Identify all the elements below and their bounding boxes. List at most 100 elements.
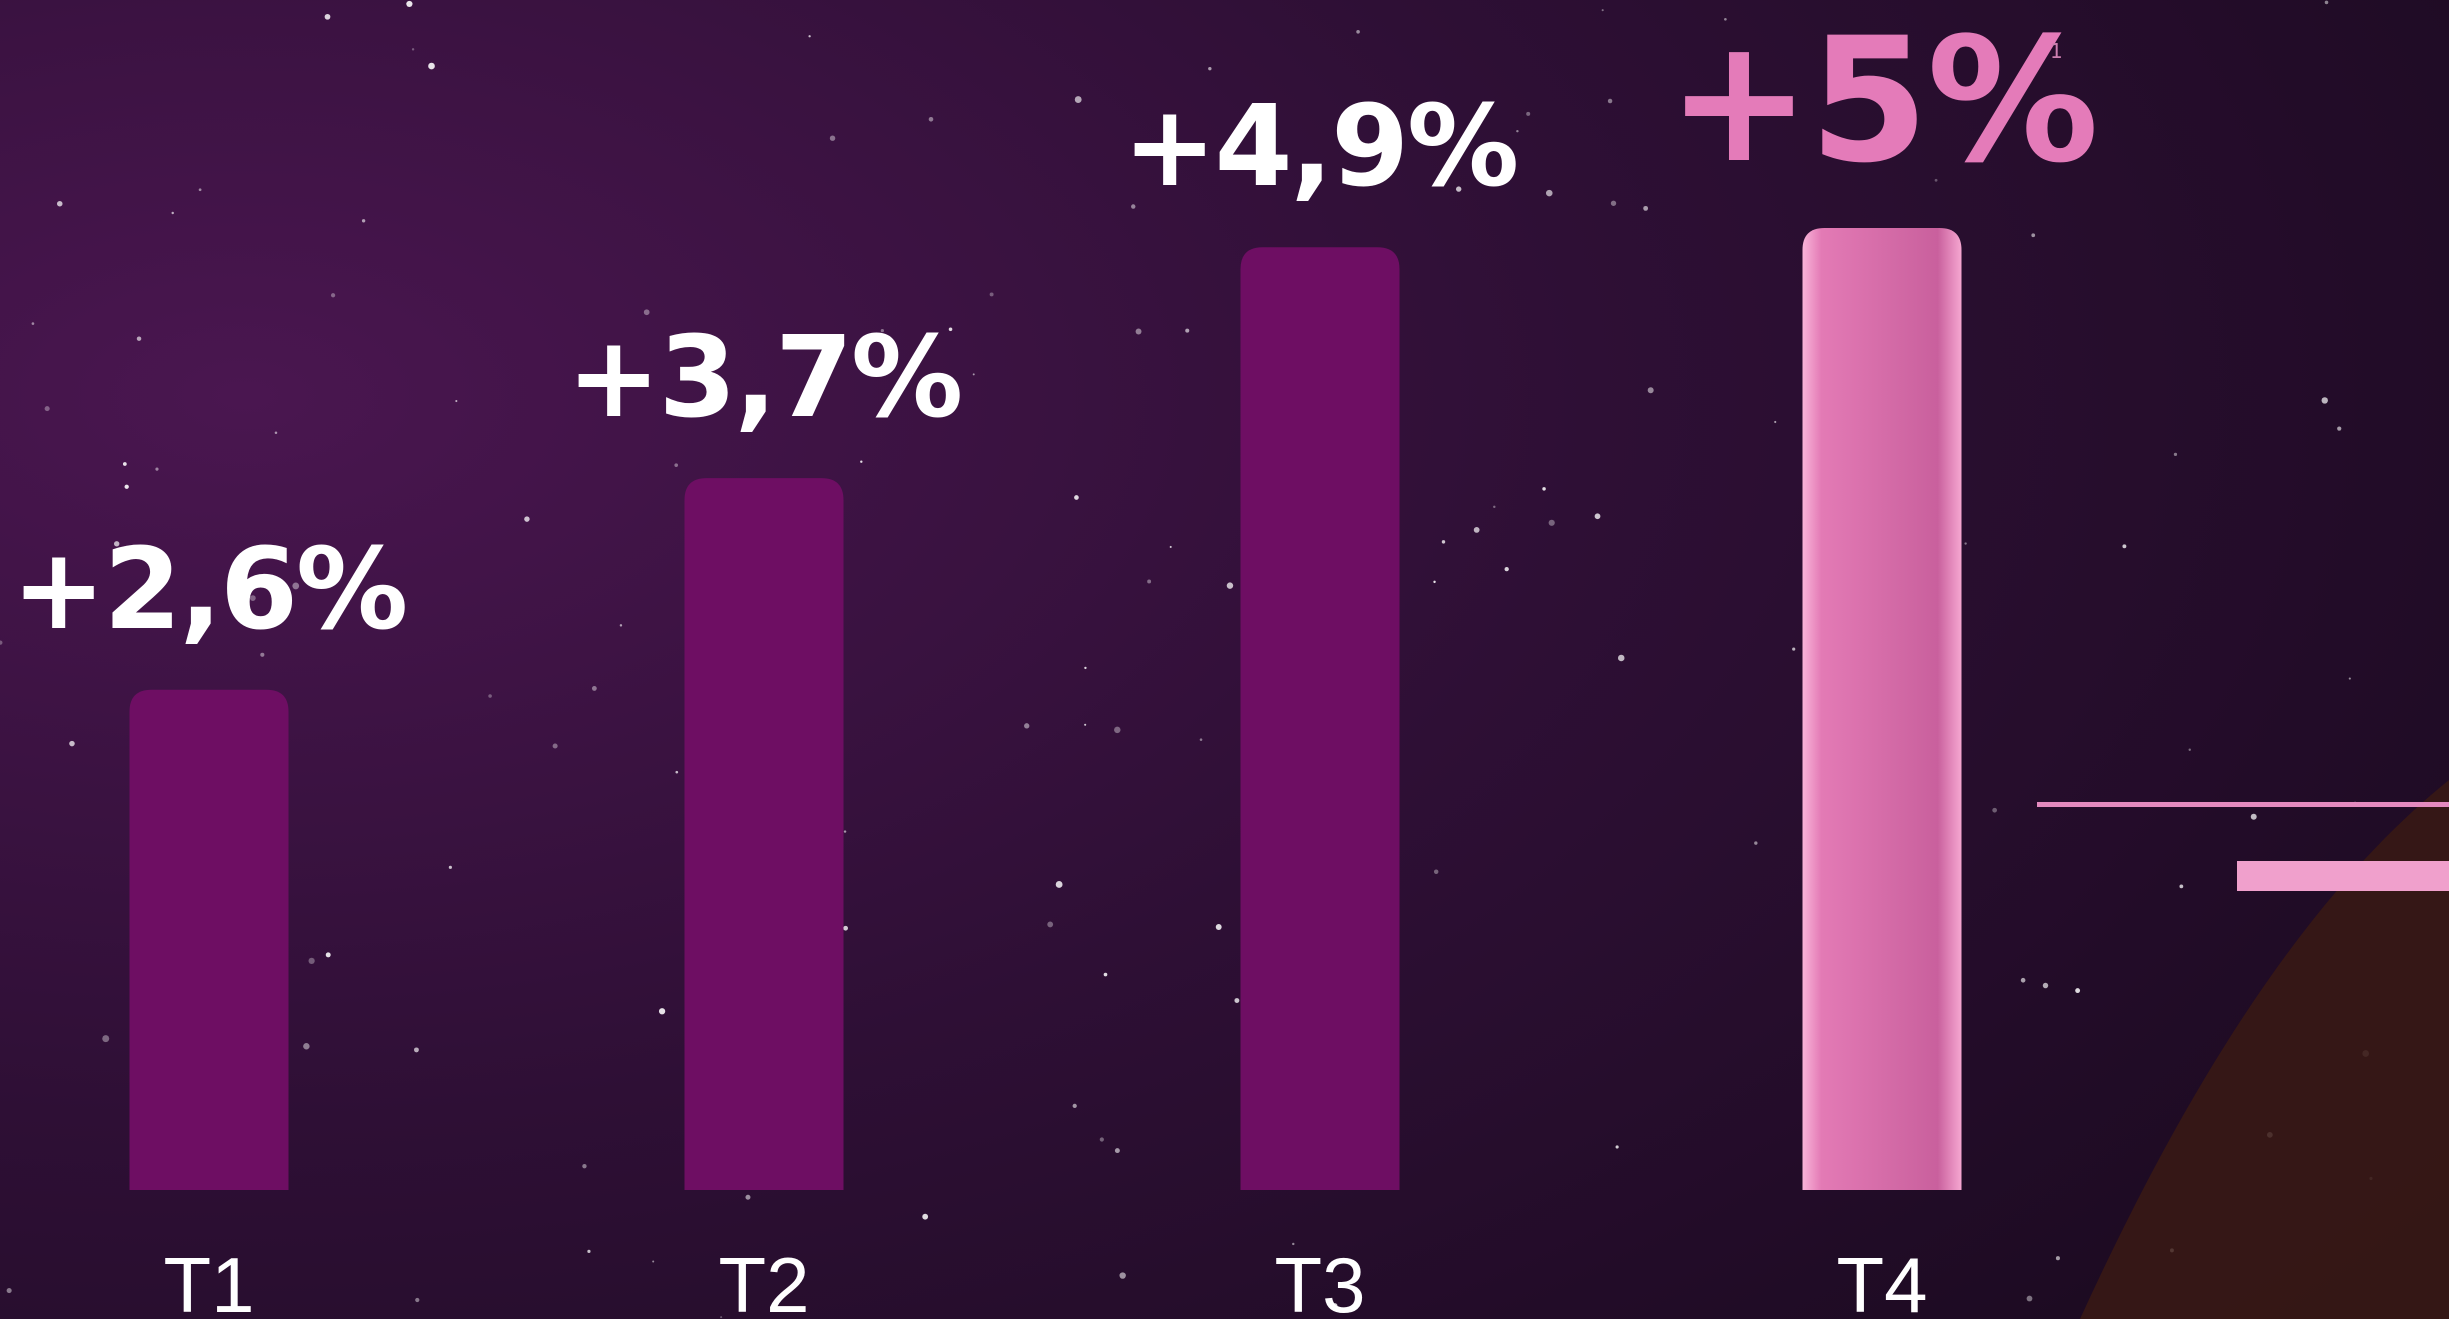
star: [675, 771, 678, 774]
star: [2021, 978, 2026, 983]
value-label: +5%: [1667, 0, 2097, 201]
star: [428, 63, 435, 70]
star: [587, 1250, 590, 1253]
star: [1075, 96, 1082, 103]
star: [843, 926, 848, 931]
star: [990, 292, 994, 296]
star: [745, 1195, 750, 1200]
star: [1136, 329, 1142, 335]
star: [1754, 841, 1757, 844]
x-tick-label: T3: [1274, 1241, 1365, 1319]
star: [1505, 567, 1509, 571]
value-label: +3,7%: [567, 313, 961, 443]
x-tick-label: T4: [1836, 1241, 1927, 1319]
star: [455, 400, 457, 402]
star: [2337, 426, 2341, 430]
star: [1434, 870, 1438, 874]
star: [1115, 1148, 1120, 1153]
star: [582, 1164, 586, 1168]
star: [7, 1288, 12, 1293]
star: [45, 406, 50, 411]
star: [1074, 495, 1079, 500]
star: [1208, 67, 1211, 70]
star: [362, 219, 365, 222]
bar: [685, 478, 844, 1190]
star: [973, 373, 975, 375]
star: [1618, 655, 1625, 662]
star: [1774, 421, 1776, 423]
star: [659, 1008, 665, 1014]
star: [1616, 1145, 1619, 1148]
star: [1047, 921, 1053, 927]
star: [808, 35, 810, 37]
star: [2174, 453, 2177, 456]
star: [1185, 329, 1189, 333]
star: [102, 1035, 109, 1042]
star: [1356, 30, 1360, 34]
star: [2075, 988, 2080, 993]
star: [1227, 582, 1233, 588]
star: [325, 14, 331, 20]
star: [123, 462, 127, 466]
star: [171, 212, 173, 214]
star: [1200, 738, 1203, 741]
star: [199, 188, 202, 191]
star: [1442, 540, 1445, 543]
star: [1643, 206, 1648, 211]
decor-bar: [2237, 861, 2449, 891]
chart: +2,6%T1+3,7%T2+4,9%T3+5%1T4: [0, 0, 2449, 1319]
star: [1648, 387, 1654, 393]
star: [1602, 9, 1604, 11]
star: [2251, 814, 2257, 820]
bar: [1241, 247, 1400, 1190]
star: [308, 958, 314, 964]
star: [414, 1047, 419, 1052]
star: [412, 48, 414, 50]
value-label: +2,6%: [12, 525, 406, 655]
bar: [1803, 228, 1962, 1190]
x-tick-label: T2: [718, 1241, 809, 1319]
decor-line: [2037, 802, 2449, 807]
star: [1608, 99, 1612, 103]
star: [1964, 542, 1966, 544]
star: [1216, 924, 1222, 930]
star: [592, 686, 597, 691]
star: [2189, 749, 2191, 751]
star: [155, 468, 158, 471]
star: [1474, 527, 1480, 533]
star: [275, 432, 278, 435]
star: [1100, 1137, 1104, 1141]
star: [2043, 983, 2048, 988]
bar: [130, 690, 289, 1190]
star: [69, 741, 75, 747]
star: [1084, 667, 1086, 669]
star: [524, 516, 529, 521]
star: [553, 743, 558, 748]
star: [137, 336, 141, 340]
star: [1611, 201, 1616, 206]
star: [1595, 513, 1601, 519]
star: [406, 1, 412, 7]
star: [1114, 727, 1121, 734]
star: [2325, 1, 2329, 5]
star: [922, 1214, 928, 1220]
star: [1992, 808, 1997, 813]
star: [2349, 677, 2351, 679]
star: [488, 694, 492, 698]
star: [844, 830, 846, 832]
star: [2322, 397, 2328, 403]
star: [1526, 112, 1530, 116]
star: [1119, 1272, 1125, 1278]
star: [449, 866, 452, 869]
star: [331, 293, 335, 297]
star: [2031, 233, 2035, 237]
star: [1546, 190, 1553, 197]
star: [1493, 506, 1495, 508]
star: [2179, 884, 2183, 888]
star: [830, 135, 835, 140]
star: [1073, 1104, 1077, 1108]
star: [1104, 973, 1108, 977]
star: [674, 463, 678, 467]
star: [1024, 723, 1029, 728]
star: [1792, 648, 1795, 651]
